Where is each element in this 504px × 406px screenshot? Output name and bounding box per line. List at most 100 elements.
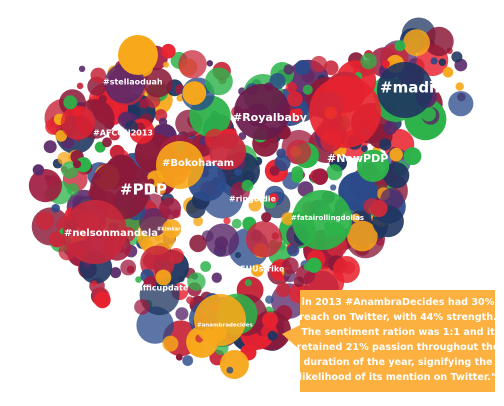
bubble bbox=[241, 179, 254, 192]
bubble bbox=[156, 141, 204, 189]
bubble bbox=[442, 67, 454, 78]
bubble bbox=[72, 107, 82, 117]
bubble bbox=[430, 57, 438, 65]
bubble bbox=[187, 272, 206, 291]
bubble bbox=[330, 184, 337, 191]
bubble bbox=[451, 51, 463, 63]
bubble bbox=[178, 276, 185, 283]
bubble bbox=[287, 244, 300, 257]
bubble bbox=[138, 98, 149, 109]
bubble bbox=[287, 91, 303, 107]
bubble bbox=[357, 149, 390, 182]
bubble bbox=[265, 295, 274, 304]
bubble bbox=[189, 234, 207, 253]
hashtag: #NewPDP bbox=[327, 152, 388, 165]
bubble bbox=[55, 130, 67, 142]
hashtag: #Royalbaby bbox=[233, 111, 307, 124]
bubble bbox=[63, 95, 78, 110]
callout-line: likelihood of its mention on Twitter.” bbox=[299, 372, 497, 383]
bubble bbox=[163, 61, 169, 68]
bubble bbox=[448, 91, 474, 117]
bubble bbox=[267, 330, 278, 341]
bubble bbox=[282, 257, 299, 275]
bubble bbox=[219, 350, 249, 379]
bubble bbox=[363, 198, 380, 215]
bubble bbox=[193, 216, 204, 227]
bubble bbox=[206, 60, 213, 67]
bubble bbox=[63, 200, 127, 264]
bubble bbox=[143, 276, 157, 290]
bubble bbox=[110, 267, 122, 279]
bubble bbox=[332, 256, 360, 283]
hashtag: #ASUUstrike bbox=[227, 265, 285, 274]
bubble bbox=[438, 58, 447, 66]
bubble bbox=[200, 261, 212, 272]
hashtag: #stellaoduah bbox=[103, 78, 163, 87]
hashtag: #PDP bbox=[120, 181, 167, 199]
bubble bbox=[43, 140, 57, 154]
callout-line: The sentiment ration was 1:1 and it bbox=[301, 327, 495, 338]
bubble bbox=[226, 366, 234, 374]
bubble bbox=[186, 198, 206, 219]
bubble bbox=[361, 145, 368, 153]
bubble bbox=[211, 272, 222, 283]
bubble bbox=[360, 52, 377, 70]
bubble bbox=[269, 73, 286, 90]
bubble bbox=[293, 108, 303, 118]
bubble bbox=[194, 294, 246, 346]
bubble bbox=[90, 67, 107, 84]
bubble bbox=[175, 307, 189, 321]
bubble bbox=[293, 276, 305, 288]
bubble bbox=[323, 60, 339, 76]
bubble bbox=[269, 165, 280, 176]
bubble bbox=[262, 312, 278, 329]
bubble bbox=[285, 82, 297, 94]
bubble bbox=[35, 211, 54, 230]
callout-line: reach on Twitter, with 44% strength. bbox=[299, 312, 496, 323]
bubble bbox=[347, 220, 378, 252]
bubble bbox=[310, 55, 328, 73]
bubble bbox=[312, 168, 329, 185]
bubble bbox=[394, 40, 406, 52]
bubble bbox=[283, 64, 294, 75]
bubble bbox=[377, 62, 433, 118]
bubble bbox=[455, 82, 464, 91]
bubble bbox=[251, 264, 264, 277]
bubble bbox=[291, 171, 304, 183]
bubble bbox=[276, 282, 291, 298]
hashtag: #anambradecides bbox=[197, 323, 254, 329]
bubble bbox=[78, 65, 86, 73]
bubble bbox=[209, 133, 247, 170]
bubble bbox=[156, 184, 166, 195]
hashtag-labels: #stellaoduah #madiba #Royalbaby #AFCON20… bbox=[64, 78, 455, 329]
bubble bbox=[205, 67, 233, 96]
bubble bbox=[238, 132, 247, 141]
bubble bbox=[403, 29, 430, 57]
bubble bbox=[309, 76, 381, 148]
callout-box bbox=[282, 290, 495, 392]
callout-line: retained 21% passion throughout the bbox=[297, 342, 500, 353]
hashtag: #kimkardashian bbox=[157, 227, 203, 233]
bubble bbox=[286, 139, 312, 165]
bubble bbox=[421, 106, 436, 122]
bubble bbox=[424, 26, 454, 57]
bubble bbox=[303, 263, 311, 271]
callout-line: in 2013 #AnambraDecides had 30% bbox=[302, 297, 495, 308]
bubble bbox=[403, 147, 422, 166]
bubble bbox=[276, 148, 286, 159]
bubble bbox=[248, 198, 262, 212]
bubble bbox=[383, 162, 410, 189]
bubble bbox=[51, 203, 60, 213]
bubble bbox=[109, 129, 120, 141]
bubble bbox=[91, 280, 98, 287]
bubble bbox=[383, 121, 397, 135]
bubble bbox=[302, 84, 313, 95]
bubble bbox=[268, 193, 279, 204]
hashtag: #ripgoldie bbox=[229, 195, 277, 204]
bubble bbox=[375, 237, 384, 246]
bubble bbox=[94, 291, 111, 309]
hashtag: #AFCON2013 bbox=[93, 129, 153, 138]
bubble bbox=[261, 212, 272, 223]
bubble bbox=[162, 335, 179, 352]
